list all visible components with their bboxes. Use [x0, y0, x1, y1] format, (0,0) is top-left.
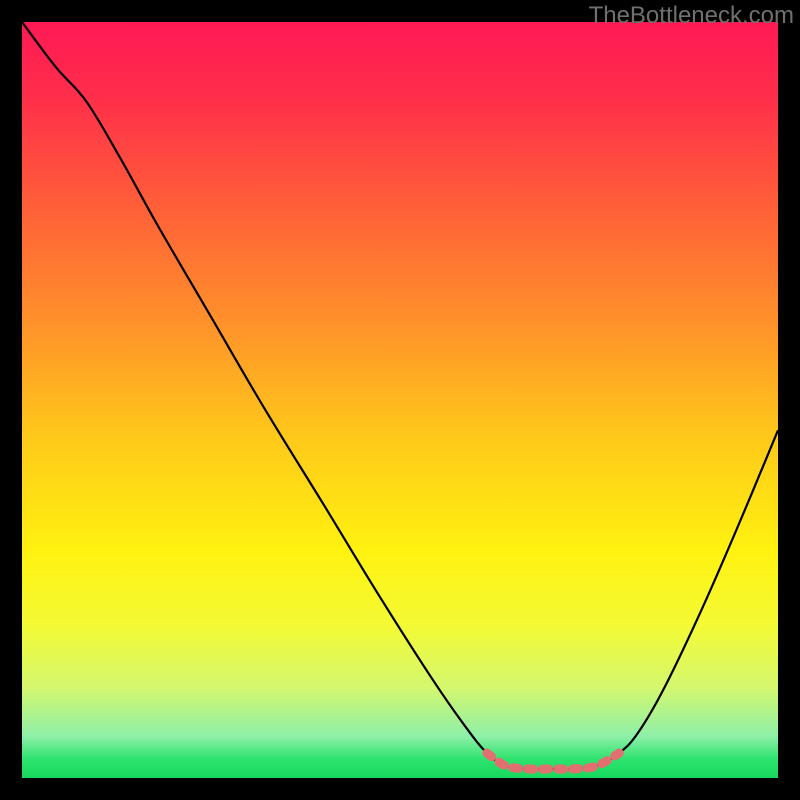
watermark-label: TheBottleneck.com: [589, 2, 794, 30]
plot-area: [22, 22, 778, 778]
gradient-background: [22, 22, 778, 778]
chart-container: TheBottleneck.com: [0, 0, 800, 800]
plot-svg: [22, 22, 778, 778]
